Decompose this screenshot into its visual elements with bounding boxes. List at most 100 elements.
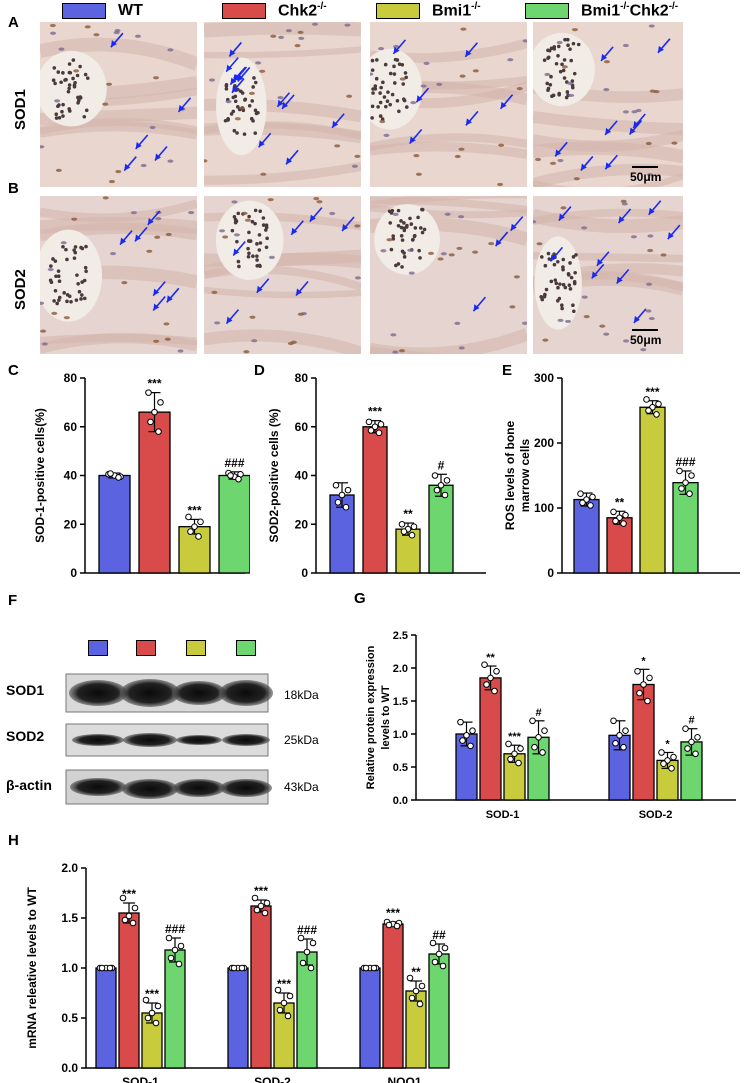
marrow-cell	[547, 48, 552, 53]
data-point	[682, 725, 689, 733]
data-point	[238, 964, 246, 972]
osteocyte	[623, 339, 630, 343]
marrow-cell	[561, 257, 566, 262]
marrow-cell	[373, 84, 378, 88]
significance-label: ***	[187, 503, 201, 517]
osteocyte	[398, 349, 405, 353]
marrow-cell	[250, 219, 255, 224]
osteocyte	[93, 33, 100, 37]
marrow-cell	[566, 43, 570, 48]
data-point	[577, 490, 584, 497]
marrow-cell	[247, 230, 251, 235]
data-point	[187, 528, 194, 535]
osteocyte	[645, 309, 652, 313]
osteocyte	[497, 182, 504, 187]
osteocyte	[146, 249, 153, 253]
legend-label-bmi1: Bmi1-/-	[432, 1, 481, 20]
data-point	[507, 755, 514, 763]
marrow-cell	[72, 256, 77, 260]
marrow-cell	[556, 285, 560, 290]
tissue-streak	[370, 133, 527, 151]
micrograph-r2-c1	[40, 196, 197, 354]
osteocyte	[399, 77, 406, 81]
osteocyte	[270, 34, 277, 38]
arrow-icon	[134, 226, 148, 242]
marrow-cell	[82, 278, 87, 283]
marrow-cell	[402, 251, 406, 255]
significance-label: ###	[675, 455, 695, 469]
significance-label: ***	[254, 884, 268, 898]
arrow-icon	[258, 132, 272, 148]
arrow-icon	[309, 207, 323, 223]
osteocyte	[458, 346, 465, 350]
band-actin-double	[220, 779, 272, 797]
data-point	[620, 743, 627, 751]
marrow-cell	[255, 242, 259, 246]
marrow-cell	[68, 71, 73, 75]
data-point	[670, 753, 677, 761]
marrow-cell	[56, 269, 61, 273]
chart-h: 0.0 0.5 1.0 1.5 2.0 mRNA releative levels to …	[25, 861, 450, 1083]
significance-label: **	[403, 507, 413, 521]
osteocyte	[267, 198, 274, 202]
arrow-head	[495, 239, 502, 247]
marrow-cell	[251, 85, 256, 89]
osteocyte	[660, 253, 667, 257]
marrow-cell	[412, 233, 417, 238]
chart-g: 0.0 0.5 1.0 1.5 2.0 2.5 Relative protein expre…	[365, 630, 736, 821]
marrow-cell	[264, 223, 269, 227]
panel-label-d: D	[254, 362, 265, 379]
arrow-icon	[290, 220, 304, 236]
osteocyte	[51, 311, 58, 315]
legend-double-sup2: -/-	[668, 1, 679, 13]
marrow-cell	[561, 68, 566, 73]
marrow-cell	[546, 86, 551, 91]
arrow-icon	[166, 287, 180, 303]
tissue-streak	[40, 121, 197, 140]
legend-double-name2: Chk2	[629, 2, 669, 20]
marrow-cell	[570, 79, 575, 83]
osteocyte	[102, 196, 109, 200]
marrow-cell	[67, 294, 72, 299]
marrow-cell	[75, 273, 79, 277]
data-point	[643, 396, 650, 403]
osteocyte	[513, 275, 520, 279]
data-point	[167, 954, 175, 962]
osteocyte	[557, 318, 564, 322]
tissue-streak	[370, 196, 527, 214]
osteocyte	[277, 96, 284, 100]
data-point	[406, 974, 414, 982]
marrow-cell	[379, 85, 383, 90]
marrow-cell	[562, 76, 567, 80]
tissue-streak	[204, 46, 361, 59]
osteocyte	[603, 60, 610, 64]
arrow-icon	[152, 281, 166, 297]
marrow-cell	[66, 89, 71, 94]
osteocyte	[154, 235, 161, 239]
marrow-cell	[52, 66, 57, 70]
osteocyte	[653, 90, 660, 94]
western-blot: SOD1 18kDa SOD2 25kDa β-actin 43kDa	[6, 673, 319, 805]
arrow-head	[178, 104, 185, 112]
data-point	[400, 528, 408, 535]
y-tick-label: 20	[295, 517, 309, 531]
data-point	[682, 479, 689, 486]
tissue-streak	[370, 328, 527, 354]
significance-label: #	[688, 715, 694, 727]
marrow-cell	[417, 248, 421, 253]
y-tick-label: 40	[295, 469, 309, 483]
marrow-cell	[265, 236, 269, 241]
marrow-cell	[568, 287, 573, 291]
marrow-cell	[399, 233, 404, 238]
osteocyte	[620, 199, 627, 204]
data-point	[408, 531, 416, 539]
marrow-cell	[255, 254, 259, 258]
marrow-cell	[236, 259, 241, 264]
osteocyte	[646, 172, 653, 177]
y-tick-label: 0	[301, 566, 308, 580]
data-point	[505, 740, 512, 748]
osteocyte	[63, 316, 70, 320]
osteocyte	[60, 241, 67, 245]
marrow-cell	[392, 72, 397, 76]
data-point	[646, 674, 653, 682]
